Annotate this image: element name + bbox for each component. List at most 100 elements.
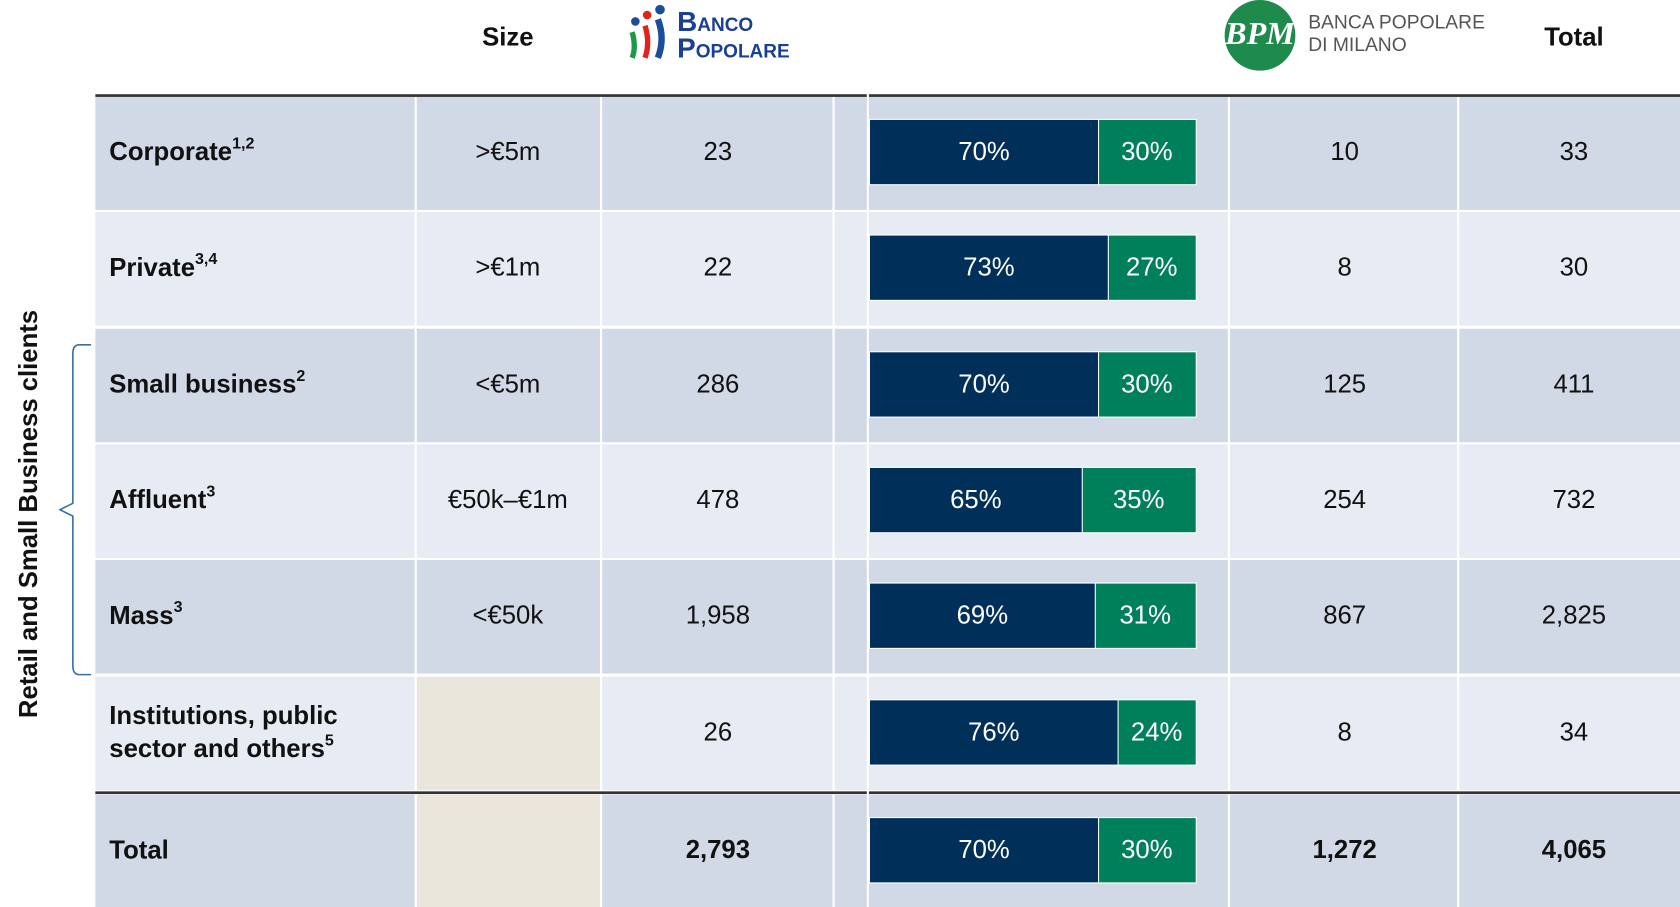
total-header: Total [1544, 23, 1603, 51]
bar-label: 30% [1121, 836, 1172, 864]
logo-mark: BPM [1224, 15, 1296, 51]
row-name-text: Affluent [109, 486, 206, 514]
total-value: 34 [1560, 718, 1589, 746]
row-name: Institutions, public [109, 702, 337, 730]
size: >€1m [475, 254, 540, 282]
cell [416, 328, 600, 443]
footnote: 2 [296, 367, 305, 385]
bar-segment [870, 467, 1082, 533]
bpm-value: 8 [1337, 718, 1351, 746]
bar-segment [870, 583, 1095, 648]
bpm-value: 8 [1337, 254, 1351, 282]
bar-label: 70% [958, 836, 1009, 864]
size: <€5m [475, 370, 540, 398]
bar-label: 69% [957, 602, 1008, 630]
cell [95, 212, 415, 326]
cell [834, 96, 867, 210]
bpm-value: 867 [1323, 602, 1366, 630]
banco-popolare-logo: Banco Popolare [629, 4, 790, 64]
cell [1230, 212, 1458, 326]
cell [95, 794, 415, 907]
row-name-text: Small business [109, 370, 296, 398]
cell [95, 676, 415, 791]
bar-segment [870, 700, 1118, 765]
bar-label: 76% [968, 718, 1019, 746]
cell [1459, 212, 1680, 326]
row-name: Mass3 [109, 598, 182, 629]
row-name-text: Private [109, 254, 195, 282]
bpm-value: 10 [1330, 138, 1359, 166]
cell [1230, 96, 1458, 210]
row-name-text: sector and others [109, 735, 325, 763]
bar-segment [1095, 583, 1196, 648]
cell [1459, 560, 1680, 674]
banco-popolare-value: 2,793 [686, 836, 750, 864]
cell [602, 212, 833, 326]
cell [416, 212, 600, 326]
total-value: 30 [1560, 254, 1589, 282]
total-value: 411 [1553, 370, 1594, 398]
bar-label: 73% [963, 254, 1014, 282]
footnote: 5 [325, 732, 334, 750]
bar-label: 70% [958, 138, 1009, 166]
footnote: 3 [206, 483, 215, 501]
cell [1459, 444, 1680, 558]
bracket [58, 344, 92, 676]
size-header: Size [482, 23, 533, 51]
cell [95, 328, 415, 443]
cell [1459, 96, 1680, 210]
bar-segment [1099, 352, 1196, 417]
total-value: 732 [1552, 486, 1595, 514]
cell [1459, 794, 1680, 907]
bpm-value: 254 [1323, 486, 1366, 514]
cell [834, 444, 867, 558]
cell [602, 444, 833, 558]
cell [1230, 560, 1458, 674]
bar-label: 30% [1121, 138, 1172, 166]
bar-label: 65% [950, 486, 1001, 514]
cell [1230, 444, 1458, 558]
bar-label: 35% [1113, 486, 1164, 514]
row-name: Corporate1,2 [109, 135, 254, 166]
total-value: 33 [1560, 138, 1589, 166]
cell [1230, 676, 1458, 791]
cell [1230, 794, 1458, 907]
cell [834, 676, 867, 791]
size: <€50k [472, 602, 543, 630]
cell [834, 794, 867, 907]
cell [602, 96, 833, 210]
bar-segment [870, 235, 1108, 300]
cell [95, 96, 415, 210]
cell [834, 212, 867, 326]
cell [416, 560, 600, 674]
size: €50k–€1m [448, 486, 568, 514]
banco-popolare-value: 23 [704, 138, 733, 166]
total-value: 4,065 [1542, 836, 1606, 864]
cell [602, 794, 833, 907]
cell [416, 444, 600, 558]
footnote: 1,2 [232, 135, 254, 153]
bpm-value: 125 [1323, 370, 1366, 398]
banco-popolare-value: 478 [696, 486, 739, 514]
footnote: 3,4 [195, 250, 217, 268]
bar-label: 27% [1126, 254, 1177, 282]
row-name: Small business2 [109, 367, 305, 398]
bar-segment [1099, 119, 1196, 185]
row-name: Private3,4 [109, 250, 217, 281]
rule [868, 791, 1680, 795]
logo-text: DI MILANO [1308, 35, 1407, 56]
rule [95, 791, 867, 795]
banco-popolare-value: 1,958 [686, 602, 750, 630]
cell [1459, 328, 1680, 443]
row-name: Affluent3 [109, 483, 215, 514]
row-name-text: Institutions, public [109, 702, 337, 730]
banco-popolare-value: 286 [696, 370, 739, 398]
cell [1459, 676, 1680, 791]
banco-popolare-value: 22 [704, 254, 733, 282]
cell [95, 560, 415, 674]
cell [95, 444, 415, 558]
row-name-text: Mass [109, 602, 173, 630]
bar-label: 70% [958, 370, 1009, 398]
logo-text: BANCA POPOLARE [1308, 13, 1485, 34]
